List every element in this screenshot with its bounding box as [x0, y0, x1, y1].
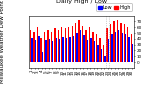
Bar: [111, 34, 112, 62]
Bar: [82, 26, 83, 62]
Legend: Low, High: Low, High: [96, 3, 132, 11]
Bar: [120, 23, 122, 62]
Bar: [72, 26, 73, 62]
Bar: [61, 27, 63, 62]
Bar: [124, 24, 125, 62]
Bar: [99, 38, 101, 62]
Bar: [78, 20, 80, 62]
Bar: [44, 32, 45, 62]
Bar: [37, 27, 38, 62]
Bar: [94, 41, 95, 62]
Bar: [73, 36, 74, 62]
Bar: [56, 38, 57, 62]
Text: Milwaukee Weather Dew Point: Milwaukee Weather Dew Point: [0, 0, 5, 83]
Bar: [128, 37, 130, 62]
Bar: [59, 39, 60, 62]
Bar: [131, 34, 132, 62]
Bar: [104, 56, 106, 62]
Bar: [115, 32, 116, 62]
Bar: [117, 20, 118, 62]
Bar: [106, 28, 108, 62]
Bar: [51, 32, 52, 62]
Bar: [40, 38, 42, 62]
Bar: [45, 40, 47, 62]
Bar: [97, 45, 99, 62]
Bar: [103, 45, 104, 62]
Bar: [125, 34, 126, 62]
Bar: [30, 30, 31, 62]
Bar: [90, 38, 92, 62]
Bar: [58, 30, 59, 62]
Bar: [69, 37, 71, 62]
Bar: [54, 28, 56, 62]
Bar: [42, 52, 43, 62]
Bar: [122, 33, 123, 62]
Bar: [113, 21, 115, 62]
Bar: [52, 41, 53, 62]
Bar: [87, 40, 88, 62]
Bar: [76, 33, 78, 62]
Bar: [85, 30, 87, 62]
Bar: [101, 49, 102, 62]
Bar: [33, 32, 35, 62]
Bar: [35, 40, 36, 62]
Bar: [83, 35, 85, 62]
Bar: [92, 32, 94, 62]
Bar: [75, 23, 76, 62]
Bar: [66, 38, 67, 62]
Bar: [118, 30, 120, 62]
Bar: [96, 34, 97, 62]
Bar: [49, 39, 50, 62]
Bar: [38, 36, 40, 62]
Bar: [65, 28, 66, 62]
Bar: [47, 30, 49, 62]
Bar: [132, 44, 133, 62]
Bar: [127, 27, 128, 62]
Bar: [108, 39, 109, 62]
Bar: [63, 37, 64, 62]
Bar: [110, 24, 111, 62]
Bar: [31, 38, 33, 62]
Text: Daily High / Low: Daily High / Low: [56, 0, 107, 4]
Bar: [68, 27, 69, 62]
Bar: [89, 27, 90, 62]
Bar: [80, 30, 81, 62]
